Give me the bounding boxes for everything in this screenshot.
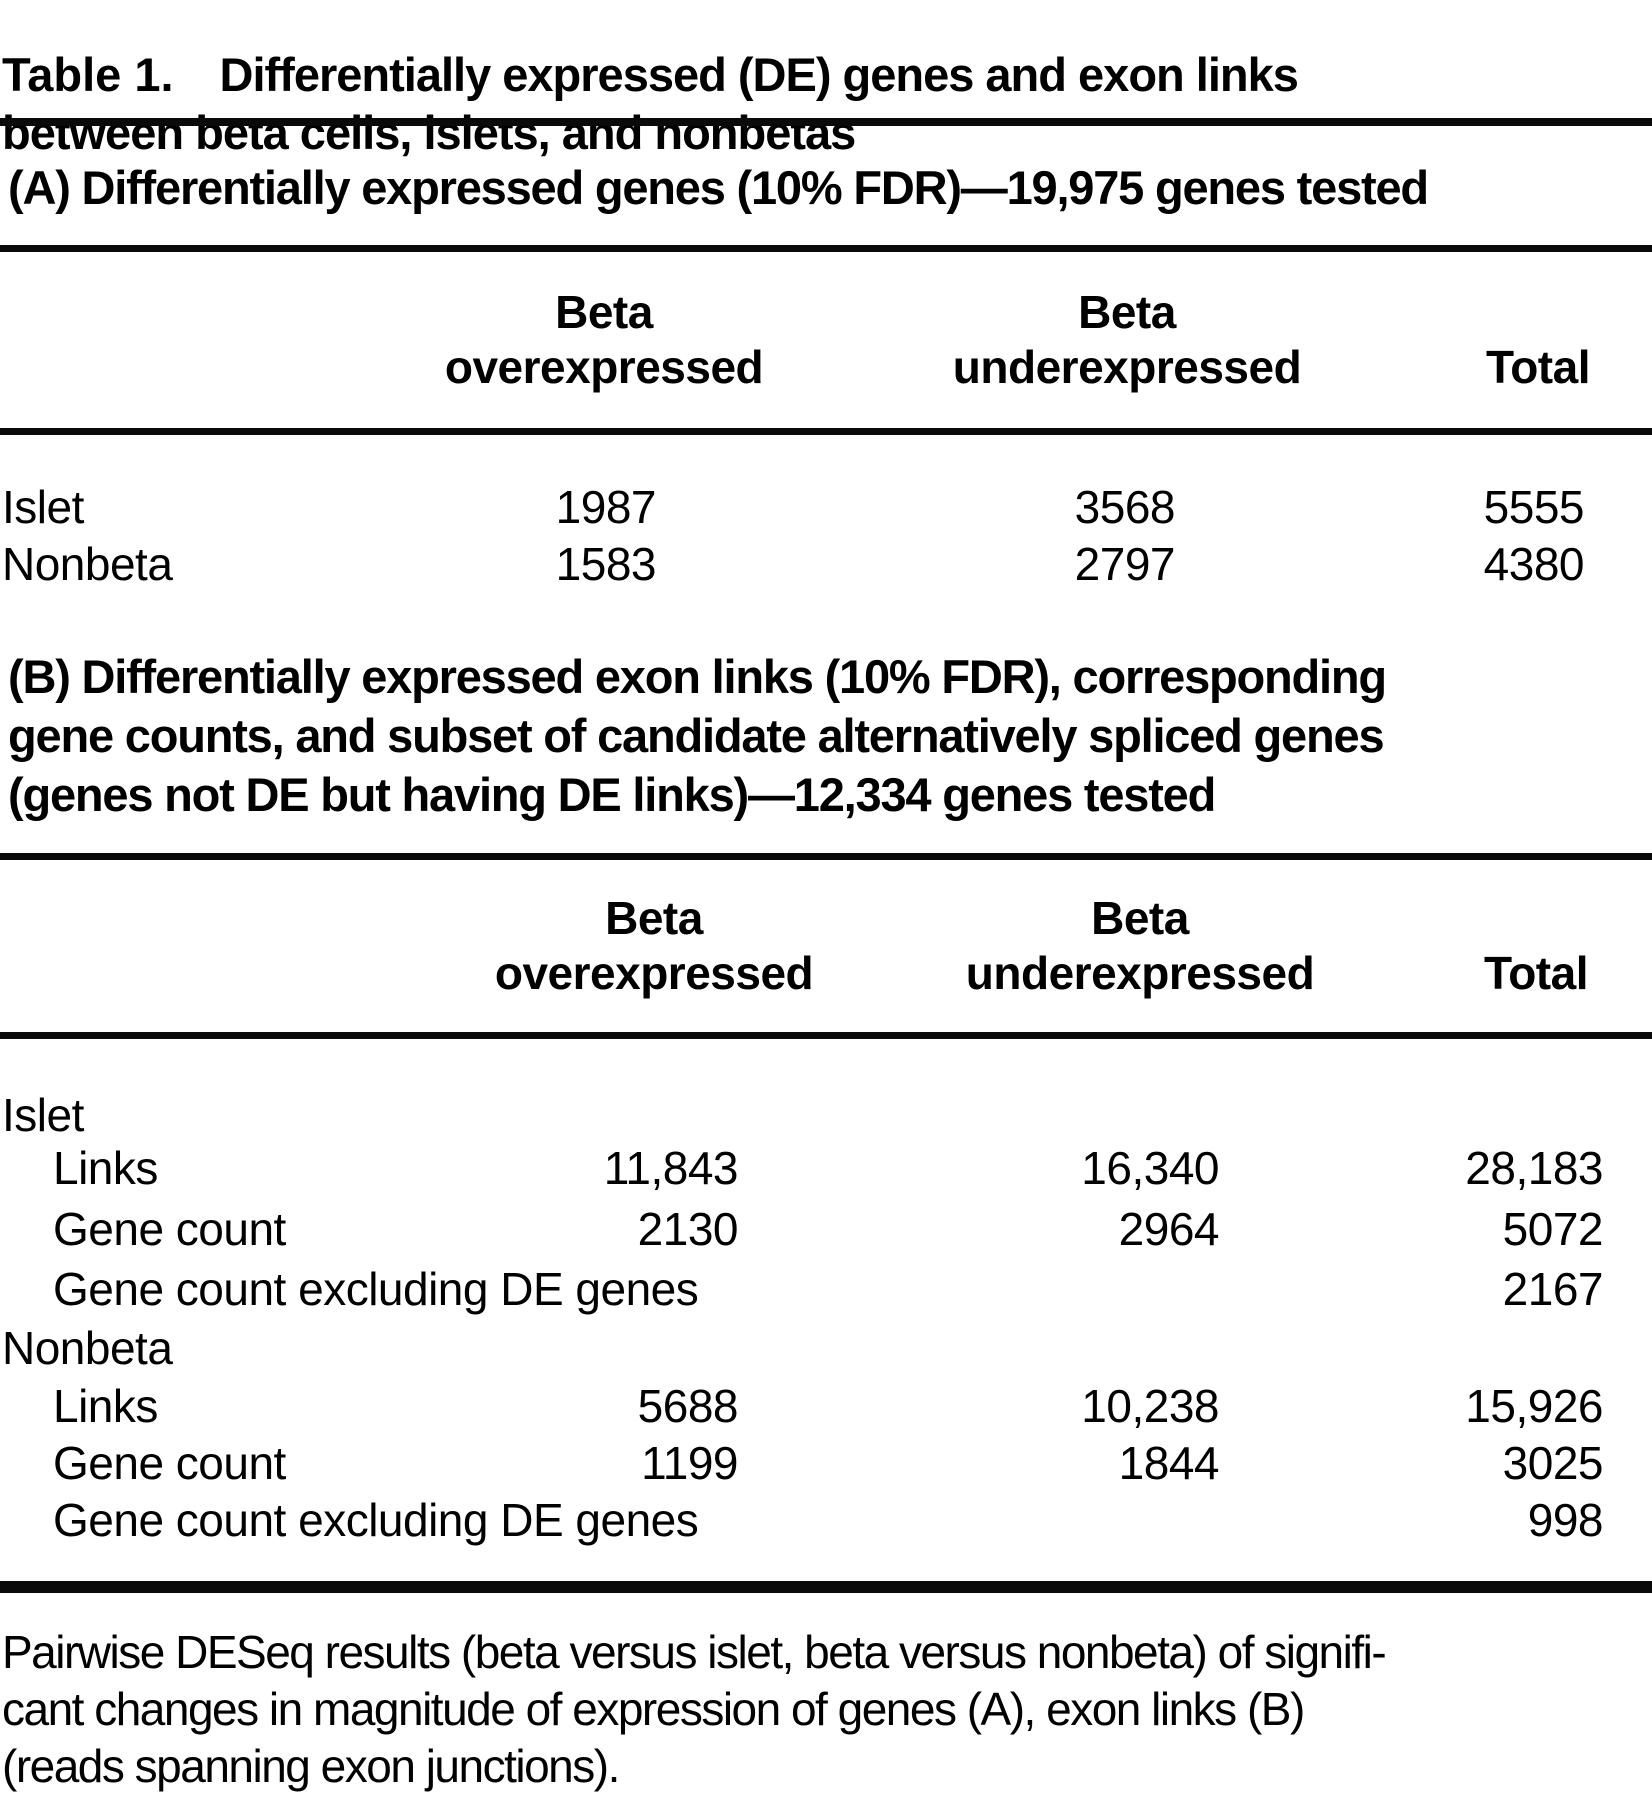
cell-value: 998 — [1527, 1494, 1604, 1546]
cell-value: 16,340 — [1081, 1142, 1219, 1194]
table-row: Nonbeta 1583 2797 4380 — [0, 535, 1652, 593]
row-label: Links — [53, 1380, 158, 1432]
horizontal-rule-b-header-bottom — [0, 1032, 1652, 1039]
row-label: Gene count — [53, 1437, 286, 1489]
cell-value: 2964 — [1118, 1203, 1220, 1255]
horizontal-rule-top — [0, 118, 1652, 126]
row-label: Gene count — [53, 1203, 286, 1255]
column-header-total-a: Total — [1486, 341, 1590, 393]
cell-value: 1583 — [555, 538, 657, 590]
row-label: Gene count excluding DE genes — [53, 1263, 699, 1315]
table-row: Links 11,843 16,340 28,183 — [0, 1139, 1652, 1197]
horizontal-rule-a-header-top — [0, 245, 1652, 252]
cell-value: 3025 — [1502, 1437, 1604, 1489]
cell-value: 4380 — [1483, 538, 1585, 590]
column-header-beta-overexpressed-a: Beta overexpressed — [444, 286, 764, 393]
cell-value: 28,183 — [1465, 1142, 1603, 1194]
section-a-heading: (A) Differentially expressed genes (10% … — [8, 161, 1429, 214]
row-label: Islet — [2, 1089, 84, 1141]
cell-value: 15,926 — [1465, 1380, 1603, 1432]
table-row-group: Islet — [0, 1086, 1652, 1144]
table-row-group: Nonbeta — [0, 1319, 1652, 1377]
horizontal-rule-bottom — [0, 1581, 1652, 1593]
cell-value: 5688 — [637, 1380, 739, 1432]
table-row: Links 5688 10,238 15,926 — [0, 1377, 1652, 1435]
cell-value: 2167 — [1502, 1263, 1604, 1315]
row-label: Gene count excluding DE genes — [53, 1494, 699, 1546]
row-label: Nonbeta — [2, 1322, 173, 1374]
cell-value: 10,238 — [1081, 1380, 1219, 1432]
cell-value: 2130 — [637, 1203, 739, 1255]
cell-value: 5555 — [1483, 481, 1585, 533]
row-label: Links — [53, 1142, 158, 1194]
cell-value: 5072 — [1502, 1203, 1604, 1255]
column-header-total-b: Total — [1484, 947, 1588, 999]
table-row: Islet 1987 3568 5555 — [0, 478, 1652, 536]
section-b-heading: (B) Differentially expressed exon links … — [8, 650, 1387, 821]
table-caption: Differentially expressed (DE) genes and … — [2, 48, 1299, 159]
table-title: Table 1. Differentially expressed (DE) ge… — [2, 0, 1650, 162]
table-row: Gene count excluding DE genes 2167 — [0, 1260, 1652, 1318]
table-row: Gene count 1199 1844 3025 — [0, 1434, 1652, 1492]
cell-value: 11,843 — [603, 1142, 739, 1194]
horizontal-rule-a-header-bottom — [0, 428, 1652, 435]
horizontal-rule-b-header-top — [0, 853, 1652, 860]
table-row: Gene count 2130 2964 5072 — [0, 1200, 1652, 1258]
cell-value: 1987 — [555, 481, 657, 533]
table-footnote: Pairwise DESeq results (beta versus isle… — [2, 1626, 1387, 1792]
table-number: Table 1. — [2, 48, 174, 101]
cell-value: 2797 — [1074, 538, 1176, 590]
row-label: Nonbeta — [2, 538, 173, 590]
row-label: Islet — [2, 481, 84, 533]
cell-value: 1844 — [1118, 1437, 1220, 1489]
cell-value: 1199 — [641, 1437, 738, 1489]
cell-value: 3568 — [1074, 481, 1176, 533]
table-row: Gene count excluding DE genes 998 — [0, 1491, 1652, 1549]
column-header-beta-underexpressed-a: Beta underexpressed — [952, 286, 1302, 393]
column-header-beta-underexpressed-b: Beta underexpressed — [965, 892, 1315, 999]
column-header-beta-overexpressed-b: Beta overexpressed — [494, 892, 814, 999]
